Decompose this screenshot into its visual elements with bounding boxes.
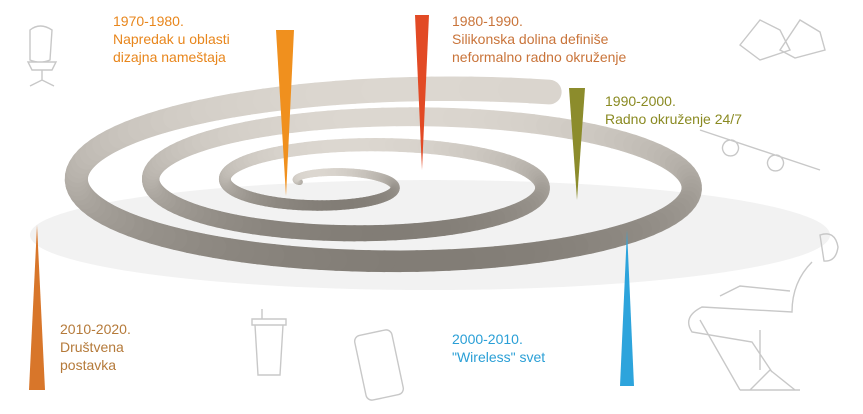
cable-icon [699, 129, 821, 172]
caption: dizajna nameštaja [113, 49, 226, 65]
caption: Silikonska dolina definiše [452, 31, 609, 47]
marker-1970 [276, 30, 294, 196]
period: 1970-1980. [113, 13, 184, 29]
period: 1980-1990. [452, 13, 523, 29]
chair-icon [26, 25, 58, 87]
period: 1990-2000. [605, 93, 676, 109]
caption: Radno okruženje 24/7 [605, 111, 742, 127]
phone-icon [353, 329, 405, 401]
cup-icon [251, 309, 287, 376]
person-icon [688, 233, 839, 391]
marker-1990 [569, 88, 585, 200]
caption: neformalno radno okruženje [452, 49, 627, 65]
spiral [64, 76, 702, 273]
marker-1980 [415, 15, 429, 170]
marker-2000 [620, 230, 634, 386]
period: 2000-2010. [452, 331, 523, 347]
marker-2010 [29, 225, 45, 390]
caption: Napredak u oblasti [113, 31, 230, 47]
caption: postavka [60, 357, 116, 373]
caption: "Wireless" svet [452, 349, 545, 365]
spiral-segment [517, 78, 562, 105]
shoes-icon [739, 19, 826, 61]
caption: Društvena [60, 339, 124, 355]
period: 2010-2020. [60, 321, 131, 337]
